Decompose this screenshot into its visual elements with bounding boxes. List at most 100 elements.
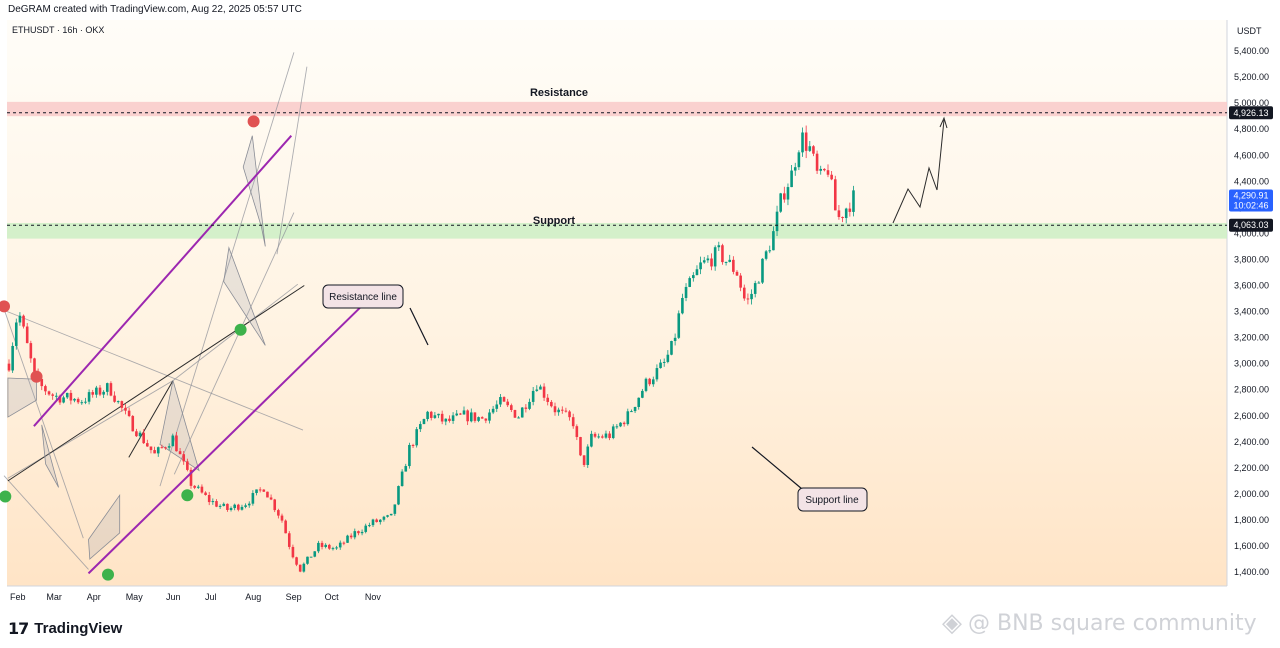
- candle-body: [812, 146, 815, 154]
- candle-body: [353, 531, 357, 538]
- candle-body: [44, 386, 47, 392]
- pattern-shape[interactable]: [242, 135, 266, 247]
- candle-body: [550, 401, 553, 407]
- candle-body: [608, 433, 611, 439]
- candle-body: [226, 503, 229, 510]
- pattern-shape[interactable]: [223, 246, 266, 346]
- y-tick-label: 3,000.00: [1234, 359, 1269, 369]
- swing-low-marker[interactable]: [234, 323, 247, 336]
- candle-body: [331, 548, 335, 550]
- candle-body: [601, 436, 604, 438]
- candle-body: [666, 354, 670, 362]
- candle-body: [58, 395, 62, 403]
- candle-body: [382, 516, 386, 520]
- y-tick-label: 3,600.00: [1234, 281, 1269, 291]
- candle-body: [575, 426, 579, 438]
- candle-body: [237, 504, 240, 510]
- candle-body: [164, 447, 167, 449]
- pattern-shape[interactable]: [7, 377, 37, 418]
- candle-body: [273, 499, 277, 511]
- candle-body: [419, 424, 422, 430]
- candle-body: [502, 397, 506, 402]
- pattern-shape[interactable]: [88, 493, 121, 560]
- candle-body: [156, 447, 160, 454]
- pattern-trendline[interactable]: [7, 380, 174, 479]
- resistance-channel-line[interactable]: [33, 135, 293, 427]
- swing-low-marker[interactable]: [102, 568, 114, 581]
- candle-body: [437, 413, 440, 416]
- candle-body: [138, 432, 142, 437]
- candle-body: [149, 446, 153, 451]
- mid-trendline[interactable]: [128, 380, 174, 458]
- target-price-tag-text: 4,926.13: [1233, 108, 1268, 118]
- watermark: ◈ @ BNB square community: [942, 605, 1257, 641]
- x-tick-label: Jul: [205, 592, 217, 602]
- candle-body: [571, 417, 575, 427]
- pattern-shape[interactable]: [41, 424, 59, 488]
- candle-body: [462, 410, 466, 415]
- candle-body: [69, 392, 73, 401]
- candle-body: [757, 282, 761, 284]
- candle-body: [415, 429, 418, 446]
- candle-body: [404, 466, 408, 472]
- pattern-trendline[interactable]: [3, 475, 89, 570]
- candle-body: [699, 262, 702, 270]
- candle-body: [772, 231, 775, 251]
- candle-body: [422, 419, 426, 425]
- candle-body: [357, 531, 360, 534]
- candle-body: [510, 405, 513, 411]
- candle-body: [335, 547, 338, 549]
- y-tick-label: 1,600.00: [1234, 541, 1269, 551]
- candle-body: [127, 410, 131, 417]
- pattern-trendline[interactable]: [3, 309, 304, 431]
- candle-body: [761, 258, 764, 283]
- candle-body: [280, 515, 284, 521]
- candle-body: [579, 437, 582, 456]
- candle-body: [451, 415, 455, 421]
- candle-body: [328, 544, 331, 549]
- y-tick-label: 4,600.00: [1234, 150, 1269, 160]
- candle-body: [775, 211, 779, 232]
- swing-low-marker[interactable]: [0, 490, 12, 503]
- candle-body: [528, 401, 531, 409]
- candle-body: [804, 132, 808, 151]
- candle-body: [95, 387, 98, 395]
- pattern-trendline[interactable]: [3, 308, 84, 539]
- swing-low-marker[interactable]: [181, 489, 194, 502]
- candle-body: [568, 411, 571, 418]
- support-channel-line[interactable]: [87, 301, 367, 575]
- candle-body: [491, 408, 495, 413]
- swing-high-marker[interactable]: [247, 115, 260, 128]
- candle-body: [204, 492, 207, 495]
- x-tick-label: Aug: [245, 592, 261, 602]
- swing-high-marker[interactable]: [0, 300, 10, 313]
- candle-body: [724, 261, 728, 263]
- tradingview-logo[interactable]: 17 TradingView: [8, 617, 122, 639]
- resistance-zone: [7, 101, 1227, 117]
- candle-body: [619, 422, 622, 427]
- candle-body: [844, 208, 848, 219]
- candle-body: [659, 362, 662, 369]
- candle-body: [702, 260, 706, 263]
- pattern-trendline[interactable]: [173, 212, 295, 475]
- candle-body: [229, 508, 233, 510]
- candle-body: [73, 398, 76, 401]
- projection-path[interactable]: [892, 119, 945, 224]
- candle-body: [670, 340, 673, 355]
- swing-high-marker[interactable]: [30, 370, 43, 383]
- candle-body: [848, 208, 852, 212]
- candle-body: [47, 391, 51, 395]
- pattern-trendline[interactable]: [276, 66, 308, 255]
- candle-body: [841, 216, 844, 219]
- candle-body: [721, 245, 724, 263]
- candle-body: [539, 386, 542, 390]
- pattern-shape[interactable]: [159, 380, 200, 472]
- candle-body: [750, 293, 753, 300]
- candle-body: [349, 535, 353, 538]
- candle-body: [480, 417, 484, 419]
- candle-body: [378, 519, 382, 523]
- y-tick-label: 1,800.00: [1234, 515, 1269, 525]
- attribution-text: DeGRAM created with TradingView.com, Aug…: [8, 4, 302, 15]
